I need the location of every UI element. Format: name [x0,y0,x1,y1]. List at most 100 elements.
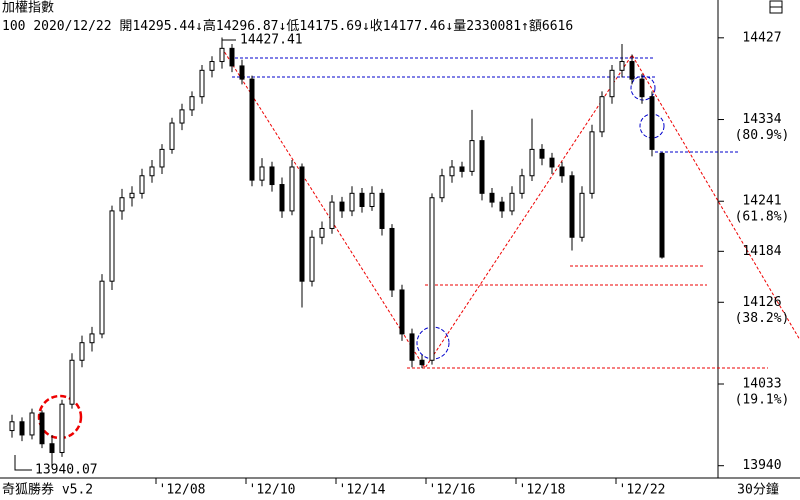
y-tick-label: 14241 [742,194,781,209]
info-label: ↓低 [279,19,300,34]
low-annotation: 13940.07 [35,463,98,478]
candle-body [299,166,305,282]
x-tick-label: '12/18 [519,483,566,498]
candle-body [419,359,425,366]
candle-body [179,109,185,124]
candle-body [529,148,535,177]
candle-body [229,47,235,67]
info-amount: 6616 [542,19,573,34]
candle-body [259,166,265,181]
candle-body [339,201,345,212]
x-tick-label: '12/14 [339,483,386,498]
candle-body [649,96,655,150]
candle-body [219,47,225,63]
candle-body [209,61,215,71]
info-code: 100 [2,19,25,34]
candle-body [559,166,565,177]
candle-body [79,342,85,361]
candle-body [269,166,275,186]
candle-body [249,78,255,181]
y-tick-label: 14126 [742,295,781,310]
candle-body [519,175,525,194]
candle-body [469,140,475,172]
info-label: ↑額 [521,19,542,34]
candle-body [619,61,625,71]
zigzag-line [221,47,800,369]
candle-body [169,122,175,150]
y-tick-label: 14427 [742,30,781,45]
candle-body [149,166,155,177]
info-high: 14296.87 [216,19,279,34]
highlight-circle [630,75,656,101]
candle-body [409,333,415,361]
y-tick-label: 14184 [742,244,781,259]
candle-body [569,175,575,238]
x-tick-label: '12/16 [429,483,476,498]
candle-body [539,148,545,159]
candle-body [629,61,635,80]
candle-body [439,175,445,199]
candle-body [389,227,395,291]
candle-body [189,96,195,111]
chart-title: 加權指數 [2,1,54,16]
candle-body [459,166,465,172]
y-tick-label: 13940 [742,458,781,473]
candle-body [39,412,45,445]
candle-body [159,148,165,168]
candle-body [69,359,75,405]
candle-body [359,192,365,208]
info-line: 100 2020/12/22 開14295.44↓高14296.87↓低1417… [2,18,573,34]
fib-label: (38.2%) [735,311,790,326]
info-date: 2020/12/22 [33,19,111,34]
high-annotation: 14427.41 [240,33,303,48]
candle-body [639,78,645,98]
candle-body [19,421,25,436]
info-label: ↓量 [445,19,466,34]
candle-body [109,210,115,282]
candle-body [599,96,605,133]
candle-body [379,192,385,229]
fib-label: (19.1%) [735,392,790,407]
candle-body [509,192,515,212]
candle-body [369,192,375,208]
period[interactable]: 30分鐘 [737,482,779,498]
info-label: ↓高 [195,18,216,34]
candle-body [49,443,55,454]
candle-body [239,65,245,80]
info-label: 開 [119,19,132,34]
candle-body [609,69,615,98]
candle-body [499,201,505,212]
y-tick-label: 14033 [742,376,781,391]
fib-label: (80.9%) [735,128,790,143]
candle-body [89,333,95,344]
info-low: 14175.69 [299,19,362,34]
info-label: ↓收 [362,19,383,34]
candle-body [199,69,205,98]
candle-body [279,184,285,212]
x-tick-label: '12/22 [619,483,666,498]
candle-body [309,236,315,282]
candle-body [399,289,405,335]
info-volume: 2330081 [466,19,521,34]
candle-body [659,152,665,258]
candle-body [289,166,295,212]
candle-body [129,192,135,199]
candle-body [139,175,145,194]
candle-body [319,227,325,238]
candle-body [479,140,485,194]
candle-body [9,421,15,432]
brand: 奇狐勝券 v5.2 [2,482,93,498]
candle-body [429,197,435,361]
y-tick-label: 14334 [742,112,781,127]
fib-label: (61.8%) [735,210,790,225]
candle-body [589,131,595,194]
candle-body [579,192,585,238]
candle-body [29,412,35,436]
x-tick-label: '12/08 [159,483,206,498]
candle-body [549,157,555,168]
candle-body [99,280,105,335]
candle-body [449,166,455,177]
candle-body [349,192,355,212]
